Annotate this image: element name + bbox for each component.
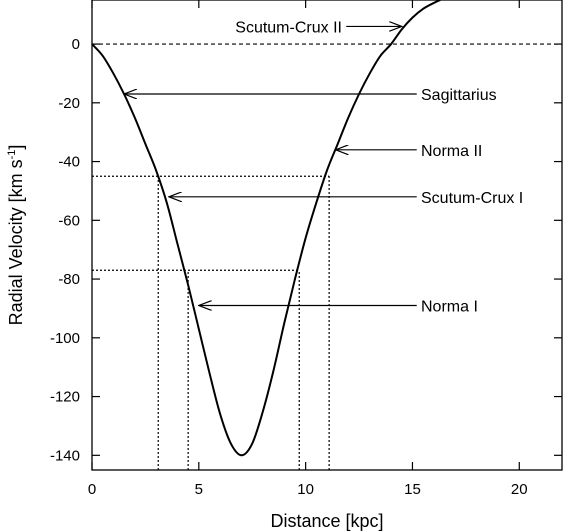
y-tick-label: -140 — [50, 447, 80, 464]
y-tick-label: -60 — [58, 212, 80, 229]
annotation-label: Norma I — [421, 299, 478, 316]
x-tick-label: 15 — [404, 481, 421, 498]
annotation-label: Scutum-Crux I — [421, 190, 523, 207]
y-axis-label-main: Radial Velocity [km s — [6, 159, 26, 325]
rotation-curve-line — [91, 0, 441, 457]
annotation-label: Norma II — [421, 143, 482, 160]
x-axis-label: Distance [kpc] — [270, 511, 383, 531]
annotation-label: Sagittarius — [421, 87, 497, 104]
annotations: Scutum-Crux II Sagittarius Norma II Scutum-… — [124, 19, 523, 316]
y-tick-label: -20 — [58, 95, 80, 112]
x-tick-label: 10 — [297, 481, 314, 498]
plot-frame — [91, 0, 563, 471]
y-tick-label: -40 — [58, 154, 80, 171]
y-tick-label: -80 — [58, 271, 80, 288]
y-axis-label-close: ] — [6, 145, 26, 150]
axis-ticks: 0 5 10 15 20 0 -20 -40 -60 -80 -100 -120 -140 — [50, 0, 562, 498]
x-tick-label: 0 — [88, 481, 96, 498]
x-tick-label: 5 — [195, 481, 203, 498]
y-tick-label: -120 — [50, 389, 80, 406]
y-axis-label-superscript: -1 — [6, 150, 18, 160]
y-tick-label: -100 — [50, 330, 80, 347]
curve-layer — [91, 0, 441, 457]
reference-lines — [92, 43, 562, 470]
x-tick-label: 20 — [511, 481, 528, 498]
y-axis-label: Radial Velocity [km s-1] — [6, 145, 26, 326]
annotation-label: Scutum-Crux II — [235, 19, 342, 36]
y-tick-label: 0 — [72, 36, 80, 53]
